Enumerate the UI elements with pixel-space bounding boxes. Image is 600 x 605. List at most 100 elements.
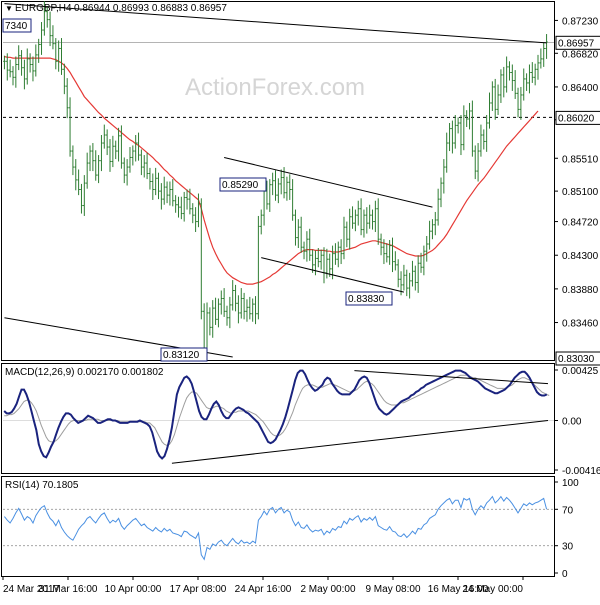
ohlc-bar [100,135,103,172]
ohlc-bar [277,178,280,204]
ohlc-bar [88,145,92,172]
ohlc-bar [174,195,177,213]
ohlc-bar [251,298,254,322]
ohlc-bar [319,249,323,270]
ohlc-bar [268,179,272,212]
ohlc-bar [45,6,49,28]
price-tick-label: 0.85100 [562,187,599,198]
ohlc-bar [345,221,349,248]
ohlc-bar [14,56,18,88]
ohlc-bar [34,44,38,77]
ohlc-bar [5,53,9,81]
ohlc-bar [428,220,431,250]
ohlc-bar [31,56,35,82]
ohlc-bar [137,132,140,161]
price-tick-label: 0.84720 [562,218,599,229]
rsi-title: RSI(14) 70.1805 [5,480,79,491]
ohlc-bar [391,237,394,273]
trendline [4,3,547,44]
ohlc-bar [97,155,100,184]
price-tick-label: 0.83460 [562,319,599,330]
ohlc-bar [493,78,497,120]
ohlc-bar [473,145,477,180]
time-tick-label: 9 May 08:00 [365,584,420,595]
ohlc-bar [131,145,135,166]
ohlc-bar [302,241,306,260]
ohlc-bar [245,299,249,322]
ohlc-bar [294,209,297,246]
ohlc-bar [336,241,340,268]
ohlc-bar [405,269,409,297]
ohlc-bar [459,114,463,156]
ohlc-bar [299,216,303,253]
ohlc-bar [23,59,26,90]
ohlc-bar [385,243,389,263]
rsi-line [4,495,548,561]
bottom-price-label-box [555,351,600,366]
ohlc-bar [242,292,246,320]
ohlc-bar [482,129,486,150]
ohlc-bar [3,55,6,70]
ohlc-bar [94,150,98,181]
price-tick-label: 0.85510 [562,154,599,165]
macd-trendline [171,419,549,464]
ohlc-bar [453,114,457,149]
ohlc-bar [165,181,169,204]
ohlc-bar [496,84,500,115]
ohlc-bar [485,114,488,152]
ohlc-bar [282,167,286,199]
ohlc-bar [225,305,229,326]
ohlc-bar [254,296,257,325]
ohlc-bar [77,169,80,196]
ohlc-bar [545,34,548,59]
ohlc-bar [200,198,203,320]
ohlc-bar [402,264,406,291]
ohlc-bar [171,179,175,207]
rsi-tick-label: 0 [562,569,568,580]
ohlc-bar [208,307,212,336]
ohlc-bar [368,204,371,229]
ohlc-bar [157,172,160,200]
top-left-price-label-box [2,18,32,33]
ohlc-bar [134,135,137,162]
macd-tick-label: 0.00425 [562,366,599,377]
rsi-line-path [4,495,548,561]
indicator-toggle-icon[interactable]: ▼ [5,4,13,13]
price-annotation-label-box [160,347,208,362]
ohlc-bar [311,249,314,273]
ohlc-bar [48,11,52,47]
ohlc-bar [74,159,78,191]
ohlc-bar [539,48,543,69]
price-annotation-label: 0.85290 [222,180,259,191]
ohlc-bar [219,290,223,315]
ohlc-bar [182,191,186,222]
ohlc-bar [117,127,120,162]
ohlc-bar [451,120,454,154]
ohlc-bar [351,206,354,229]
ohlc-bar [519,86,523,120]
macd-main-line [3,369,548,460]
ohlc-bar [154,167,157,196]
macd-tick-label: 0.00 [562,416,582,427]
ohlc-bar [68,97,72,157]
ohlc-bar [376,198,380,245]
rsi-panel-frame [1,476,555,577]
ohlc-bar [342,216,346,260]
price-axis: 0.872300.868200.864000.859900.855100.851… [554,16,599,330]
ohlc-bar [228,296,232,329]
ohlc-bar [456,117,460,134]
ohlc-bar [217,298,220,328]
price-tick-label: 0.87230 [562,16,599,27]
ohlc-bar [63,63,66,95]
ohlc-bar [396,259,400,288]
ohlc-bar [105,129,109,156]
ohlc-bar [122,157,126,184]
time-tick-label: 10 Apr 00:00 [105,584,162,595]
ohlc-bar [168,181,172,206]
ohlc-bar [211,300,215,338]
price-tick-label: 0.83880 [562,285,599,296]
rsi-tick-label: 30 [562,542,574,553]
ohlc-bar [60,38,63,75]
macd-tick-label: -0.004167 [562,466,600,477]
ohlc-bar [354,209,357,232]
